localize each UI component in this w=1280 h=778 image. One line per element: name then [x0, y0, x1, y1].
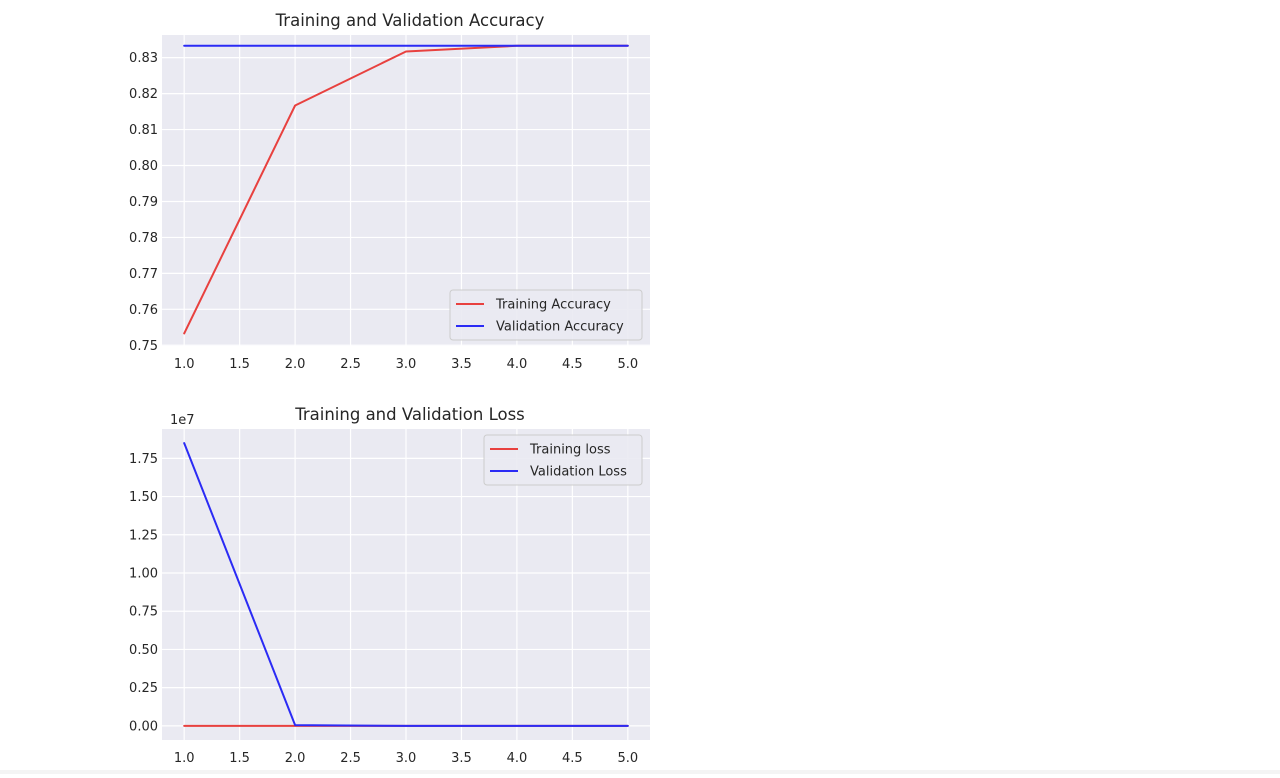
accuracy-x-tick-label: 2.5: [340, 357, 361, 372]
accuracy-y-tick-label: 0.75: [129, 339, 158, 354]
accuracy-y-tick-label: 0.81: [129, 123, 158, 138]
loss-y-tick-label: 0.75: [129, 605, 158, 620]
loss-y-tick-label: 0.00: [129, 719, 158, 734]
accuracy-y-tick-label: 0.76: [129, 303, 158, 318]
loss-y-tick-label: 1.75: [129, 452, 158, 467]
loss-y-tick-label: 0.25: [129, 681, 158, 696]
accuracy-x-tick-label: 3.5: [451, 357, 472, 372]
loss-y-tick-label: 1.50: [129, 490, 158, 505]
loss-chart-title: Training and Validation Loss: [294, 405, 525, 424]
accuracy-y-tick-label: 0.77: [129, 267, 158, 282]
loss-y-tick-label: 1.00: [129, 566, 158, 581]
loss-x-tick-label: 3.5: [451, 751, 472, 766]
loss-x-tick-label: 1.0: [174, 751, 195, 766]
loss-legend: Training loss Validation Loss: [484, 435, 642, 485]
accuracy-x-tick-label: 1.5: [229, 357, 250, 372]
accuracy-legend-label: Validation Accuracy: [496, 320, 624, 335]
accuracy-chart: Training and Validation Accuracy 1.0 1.5 2…: [129, 11, 650, 372]
accuracy-x-tick-label: 1.0: [174, 357, 195, 372]
accuracy-y-tick-label: 0.79: [129, 195, 158, 210]
loss-y-tick-label: 1.25: [129, 528, 158, 543]
loss-chart: Training and Validation Loss 1e7 1.0 1.5 2…: [129, 405, 650, 766]
accuracy-x-tick-label: 2.0: [285, 357, 306, 372]
loss-x-tick-label: 2.0: [285, 751, 306, 766]
accuracy-y-tick-label: 0.80: [129, 159, 158, 174]
accuracy-x-tick-label: 5.0: [617, 357, 638, 372]
loss-x-tick-label: 2.5: [340, 751, 361, 766]
loss-x-tick-label: 4.0: [507, 751, 528, 766]
accuracy-chart-title: Training and Validation Accuracy: [275, 11, 545, 30]
bottom-edge: [0, 770, 1280, 774]
accuracy-y-tick-label: 0.82: [129, 87, 158, 102]
accuracy-x-tick-label: 4.5: [562, 357, 583, 372]
accuracy-y-tick-label: 0.78: [129, 231, 158, 246]
accuracy-x-tick-label: 4.0: [507, 357, 528, 372]
loss-x-tick-label: 3.0: [396, 751, 417, 766]
loss-y-tick-label: 0.50: [129, 643, 158, 658]
accuracy-legend: Training Accuracy Validation Accuracy: [450, 290, 642, 340]
loss-legend-label: Validation Loss: [530, 465, 627, 480]
accuracy-x-tick-label: 3.0: [396, 357, 417, 372]
accuracy-y-tick-label: 0.83: [129, 51, 158, 66]
loss-x-tick-label: 1.5: [229, 751, 250, 766]
loss-offset-label: 1e7: [170, 413, 195, 428]
loss-x-tick-label: 4.5: [562, 751, 583, 766]
loss-x-tick-label: 5.0: [617, 751, 638, 766]
accuracy-legend-label: Training Accuracy: [495, 298, 611, 313]
loss-legend-label: Training loss: [529, 443, 611, 458]
